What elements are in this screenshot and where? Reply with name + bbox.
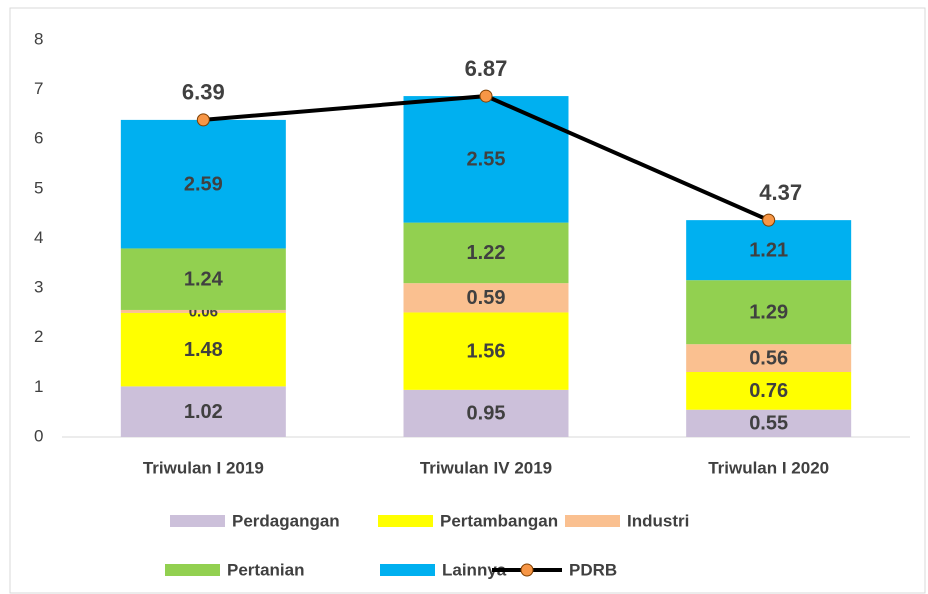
y-tick-label: 3 [34, 278, 43, 297]
legend-label: PDRB [569, 560, 617, 579]
bar-segment [686, 220, 852, 281]
data-label: 1.29 [749, 301, 788, 323]
bar-segment [403, 222, 569, 284]
marker [762, 213, 776, 227]
data-label: 0.95 [467, 403, 506, 425]
legend-label: Pertanian [227, 560, 304, 579]
bar-segment [686, 409, 852, 437]
y-tick-label: 2 [34, 327, 43, 346]
marker [196, 113, 210, 127]
bar-segment [686, 344, 852, 372]
y-tick-label: 1 [34, 377, 43, 396]
bar-segment [403, 389, 569, 437]
data-label: 0.76 [749, 380, 788, 402]
bar-segment [120, 386, 286, 437]
legend-swatch [165, 564, 220, 576]
marker [479, 89, 493, 103]
bar-segment [686, 371, 852, 410]
x-tick-label: Triwulan IV 2019 [420, 458, 552, 477]
legend-label: Lainnya [442, 560, 507, 579]
legend-label: Industri [627, 511, 689, 530]
x-tick-label: Triwulan I 2020 [708, 458, 829, 477]
data-label: 1.56 [467, 340, 506, 362]
bar-segment [686, 280, 852, 345]
x-tick-label: Triwulan I 2019 [143, 458, 264, 477]
legend-swatch [170, 515, 225, 527]
bar-segment [403, 312, 569, 390]
data-label: 4.37 [759, 180, 802, 205]
data-label: 1.02 [184, 401, 223, 423]
legend-marker [520, 563, 534, 577]
y-tick-label: 7 [34, 79, 43, 98]
legend-swatch [378, 515, 433, 527]
legend-swatch [380, 564, 435, 576]
data-label: 2.59 [184, 173, 223, 195]
bar-segment [120, 119, 286, 249]
data-label: 6.87 [465, 56, 508, 81]
data-label: 0.55 [749, 413, 788, 435]
bar-segment [403, 283, 569, 313]
legend-label: Perdagangan [232, 511, 340, 530]
data-label: 1.21 [749, 239, 788, 261]
data-label: 0.59 [467, 287, 506, 309]
data-label: 1.22 [467, 242, 506, 264]
legend-label: Pertambangan [440, 511, 558, 530]
y-tick-label: 5 [34, 178, 43, 197]
y-tick-label: 0 [34, 426, 43, 445]
bar-segment [120, 312, 286, 387]
y-tick-label: 6 [34, 129, 43, 148]
data-label: 2.55 [467, 149, 506, 171]
data-label: 6.39 [182, 80, 225, 105]
bar-segment [120, 248, 286, 310]
legend-swatch [565, 515, 620, 527]
bar-segment [403, 96, 569, 223]
y-tick-label: 8 [34, 29, 43, 48]
data-label: 1.48 [184, 339, 223, 361]
data-label: 0.56 [749, 347, 788, 369]
data-label: 1.24 [184, 268, 224, 290]
bar-segment [120, 309, 286, 313]
y-tick-label: 4 [34, 228, 43, 247]
